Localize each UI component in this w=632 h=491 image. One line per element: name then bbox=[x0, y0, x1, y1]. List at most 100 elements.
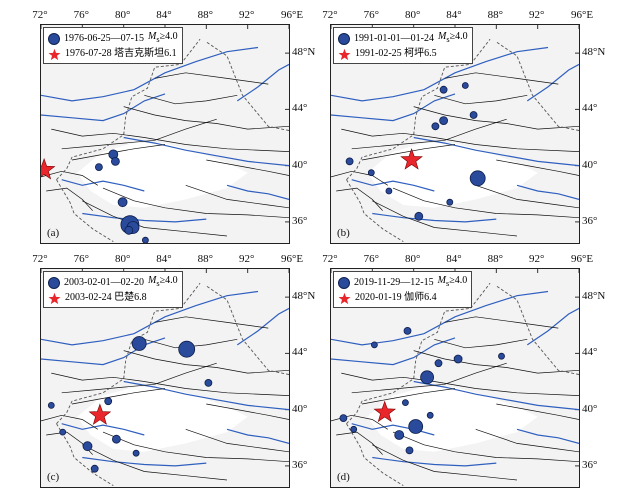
lon-tick-label: 88° bbox=[197, 253, 214, 265]
magnitude-threshold: ≥4.0 bbox=[159, 275, 178, 286]
mainshock-star bbox=[41, 158, 56, 180]
earthquake-marker bbox=[95, 163, 103, 172]
earthquake-marker bbox=[350, 425, 358, 433]
lat-tick-label: 40° bbox=[582, 402, 598, 415]
fault-line bbox=[336, 187, 383, 211]
lon-tick-label: 92° bbox=[528, 253, 545, 265]
fault-line bbox=[361, 144, 456, 161]
magnitude-symbol: M bbox=[437, 275, 446, 286]
border-line bbox=[496, 41, 579, 131]
earthquake-marker bbox=[345, 157, 354, 166]
earthquake-marker bbox=[498, 352, 505, 360]
border-line bbox=[56, 38, 201, 181]
legend-row-events: 1976-06-25—07-15 Ms≥4.0 bbox=[48, 30, 178, 47]
fault-line bbox=[434, 338, 528, 349]
lon-tick-label: 80° bbox=[404, 253, 421, 265]
map-legend: 1976-06-25—07-15 Ms≥4.0 1976-07-28 塔吉克斯坦6.… bbox=[43, 27, 183, 64]
fault-line bbox=[82, 200, 228, 237]
earthquake-marker bbox=[371, 341, 378, 349]
earthquake-marker bbox=[367, 169, 375, 177]
river-line bbox=[331, 46, 549, 102]
lon-tick-label: 96°E bbox=[570, 9, 594, 21]
earthquake-marker bbox=[385, 187, 393, 195]
fault-line bbox=[144, 94, 238, 105]
river-line bbox=[331, 93, 456, 122]
fault-line bbox=[123, 350, 289, 374]
fault-line bbox=[444, 316, 559, 329]
earthquake-marker bbox=[469, 170, 486, 187]
legend-mainshock-label: 2020-01-19 伽师6.4 bbox=[355, 292, 437, 303]
earthquake-marker bbox=[178, 340, 196, 358]
earthquake-symbol-icon bbox=[338, 276, 350, 289]
river-line bbox=[61, 179, 145, 192]
legend-events-label: 1991-01-01—01-24 bbox=[354, 32, 434, 44]
fault-line bbox=[331, 170, 388, 186]
fault-line bbox=[475, 428, 579, 453]
legend-row-mainshock: 2020-01-19 伽师6.4 bbox=[338, 291, 467, 305]
map-legend: 2003-02-01—02-20 Ms≥4.0 2003-02-24 巴楚6.8 bbox=[43, 271, 183, 308]
fault-line bbox=[341, 128, 579, 152]
border-line bbox=[206, 285, 289, 375]
fault-line bbox=[336, 431, 383, 455]
river-line bbox=[526, 63, 579, 102]
fault-line bbox=[102, 187, 289, 219]
fault-line bbox=[351, 118, 507, 150]
magnitude-subscript: s bbox=[156, 279, 160, 288]
fault-line bbox=[372, 444, 518, 481]
river-line bbox=[331, 290, 549, 346]
lon-tick-label: 96°E bbox=[280, 9, 304, 21]
lon-tick-label: 76° bbox=[73, 253, 90, 265]
map-canvas bbox=[331, 25, 579, 242]
legend-mainshock-label: 1991-02-25 柯坪6.5 bbox=[355, 48, 437, 59]
legend-magnitude: Ms≥4.0 bbox=[438, 274, 468, 291]
lon-tick-label: 80° bbox=[114, 253, 131, 265]
river-line bbox=[123, 136, 289, 167]
fault-line bbox=[444, 72, 559, 85]
legend-row-events: 2003-02-01—02-20 Ms≥4.0 bbox=[48, 274, 178, 291]
star-shape bbox=[338, 292, 351, 304]
earthquake-marker bbox=[431, 122, 440, 131]
fault-line bbox=[71, 388, 166, 405]
earthquake-symbol-icon bbox=[338, 32, 350, 45]
earthquake-marker bbox=[204, 379, 213, 387]
river-line bbox=[41, 93, 166, 122]
legend-row-events: 2019-11-29—12-15 Ms≥4.0 bbox=[338, 274, 467, 291]
fault-line bbox=[372, 200, 518, 237]
fault-line bbox=[185, 428, 289, 453]
map-frame: 1991-01-01—01-24 Ms≥4.0 1991-02-25 柯坪6.5 (b… bbox=[330, 24, 580, 244]
map-canvas bbox=[41, 25, 289, 243]
fault-line bbox=[46, 187, 93, 211]
lon-tick-label: 76° bbox=[363, 253, 380, 265]
mainshock-star bbox=[400, 148, 423, 170]
map-canvas bbox=[331, 269, 579, 486]
river-line bbox=[41, 337, 166, 366]
star-icon bbox=[48, 48, 61, 60]
map-legend: 2019-11-29—12-15 Ms≥4.0 2020-01-19 伽师6.4 bbox=[333, 271, 473, 308]
border-line bbox=[346, 179, 404, 242]
fault-line bbox=[413, 350, 579, 374]
fault-line bbox=[61, 362, 217, 394]
lat-tick-label: 44° bbox=[292, 102, 308, 115]
earthquake-marker bbox=[461, 82, 469, 89]
legend-events-label: 1976-06-25—07-15 bbox=[64, 32, 144, 44]
lon-tick-label: 84° bbox=[156, 253, 172, 265]
river-line bbox=[123, 380, 289, 411]
legend-events-label: 2019-11-29—12-15 bbox=[354, 276, 434, 288]
magnitude-threshold: ≥4.0 bbox=[159, 31, 178, 42]
fault-line bbox=[41, 170, 98, 186]
earthquake-marker bbox=[104, 397, 113, 406]
lat-tick-label: 44° bbox=[582, 102, 598, 115]
fault-line bbox=[496, 159, 579, 176]
legend-mainshock-label: 2003-02-24 巴楚6.8 bbox=[65, 292, 147, 303]
earthquake-marker bbox=[142, 236, 149, 243]
panel-label: (b) bbox=[337, 227, 350, 239]
lon-tick-label: 92° bbox=[238, 9, 255, 21]
lat-tick-label: 36° bbox=[292, 214, 308, 227]
panel-label: (d) bbox=[337, 471, 350, 483]
earthquake-marker bbox=[131, 336, 147, 351]
fault-line bbox=[206, 403, 289, 420]
legend-row-events: 1991-01-01—01-24 Ms≥4.0 bbox=[338, 30, 468, 47]
fault-line bbox=[154, 72, 269, 85]
magnitude-symbol: M bbox=[438, 31, 447, 42]
lat-tick-label: 48°N bbox=[582, 290, 606, 303]
